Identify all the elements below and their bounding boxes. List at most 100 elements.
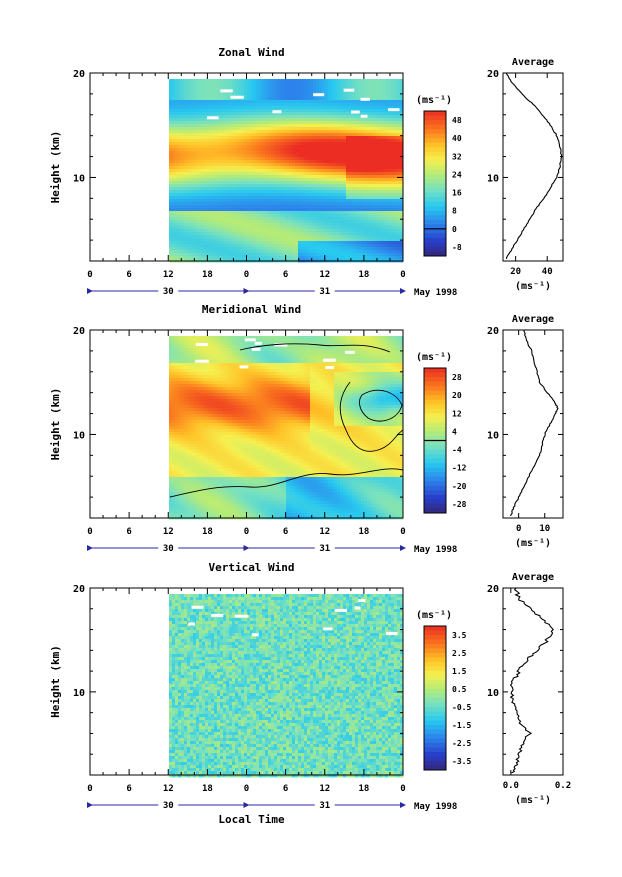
heatmap-cell: [394, 133, 397, 136]
heatmap-cell: [391, 97, 394, 100]
heatmap-cell: [202, 202, 205, 205]
heatmap-cell: [268, 172, 271, 175]
heatmap-cell: [223, 109, 226, 112]
heatmap-cell: [208, 232, 211, 235]
heatmap-cell: [331, 220, 334, 223]
heatmap-cell: [241, 145, 244, 148]
heatmap-cell: [199, 160, 202, 163]
heatmap-cell: [343, 208, 346, 211]
heatmap-cell: [298, 196, 301, 199]
heatmap-cell: [280, 181, 283, 184]
heatmap-cell: [259, 151, 262, 154]
heatmap-cell: [334, 199, 337, 202]
heatmap-cell: [277, 253, 280, 256]
heatmap-cell: [265, 94, 268, 97]
heatmap-cell: [238, 217, 241, 220]
heatmap-cell: [283, 217, 286, 220]
heatmap-cell: [268, 193, 271, 196]
heatmap-cell: [217, 241, 220, 244]
heatmap-cell: [181, 205, 184, 208]
heatmap-cell: [340, 124, 343, 127]
heatmap-cell: [376, 166, 379, 169]
heatmap-cell: [265, 103, 268, 106]
heatmap-cell: [217, 133, 220, 136]
heatmap-cell: [319, 190, 322, 193]
heatmap-cell: [175, 241, 178, 244]
heatmap-cell: [232, 226, 235, 229]
heatmap-cell: [286, 253, 289, 256]
heatmap-cell: [391, 145, 394, 148]
heatmap-cell: [379, 166, 382, 169]
heatmap-cell: [229, 208, 232, 211]
heatmap-cell: [178, 184, 181, 187]
heatmap-cell: [235, 163, 238, 166]
heatmap-cell: [367, 127, 370, 130]
heatmap-cell: [220, 148, 223, 151]
heatmap-cell: [376, 79, 379, 82]
heatmap-cell: [265, 112, 268, 115]
heatmap-cell: [175, 91, 178, 94]
heatmap-cell: [262, 160, 265, 163]
heatmap-cell: [250, 139, 253, 142]
heatmap-cell: [313, 184, 316, 187]
heatmap-cell: [310, 208, 313, 211]
heatmap-cell: [376, 163, 379, 166]
heatmap-cell: [208, 133, 211, 136]
heatmap-cell: [310, 223, 313, 226]
heatmap-cell: [328, 121, 331, 124]
heatmap-cell: [295, 130, 298, 133]
heatmap-cell: [238, 199, 241, 202]
heatmap-cell: [346, 130, 349, 133]
colorbar-step: [424, 193, 446, 198]
heatmap-cell: [301, 97, 304, 100]
heatmap-cell: [352, 217, 355, 220]
heatmap-cell: [178, 217, 181, 220]
heatmap-cell: [265, 160, 268, 163]
heatmap-cell: [382, 193, 385, 196]
heatmap-cell: [373, 241, 376, 244]
heatmap-cell: [361, 109, 364, 112]
heatmap-cell: [355, 91, 358, 94]
heatmap-cell: [334, 241, 337, 244]
heatmap-cell: [352, 97, 355, 100]
heatmap-cell: [277, 163, 280, 166]
heatmap-cell: [304, 136, 307, 139]
heatmap-cell: [271, 181, 274, 184]
heatmap-cell: [340, 169, 343, 172]
heatmap-cell: [316, 106, 319, 109]
heatmap-cell: [322, 238, 325, 241]
heatmap-cell: [256, 118, 259, 121]
heatmap-cell: [274, 208, 277, 211]
heatmap-cell: [298, 250, 301, 253]
heatmap-cell: [223, 103, 226, 106]
heatmap-cell: [358, 187, 361, 190]
heatmap-cell: [256, 79, 259, 82]
heatmap-cell: [337, 142, 340, 145]
heatmap-cell: [301, 238, 304, 241]
heatmap-cell: [391, 130, 394, 133]
heatmap-cell: [226, 94, 229, 97]
heatmap-cell: [352, 157, 355, 160]
heatmap-cell: [340, 118, 343, 121]
heatmap-cell: [313, 256, 316, 259]
heatmap-cell: [262, 238, 265, 241]
heatmap-cell: [322, 202, 325, 205]
heatmap-cell: [193, 85, 196, 88]
heatmap-cell: [343, 127, 346, 130]
heatmap-cell: [382, 250, 385, 253]
heatmap-cell: [319, 217, 322, 220]
x-tick-label: 6: [283, 270, 288, 280]
heatmap-cell: [388, 229, 391, 232]
heatmap-cell: [325, 85, 328, 88]
heatmap-cell: [370, 100, 373, 103]
heatmap-cell: [238, 247, 241, 250]
heatmap-cell: [298, 139, 301, 142]
heatmap-cell: [364, 118, 367, 121]
heatmap-cell: [208, 136, 211, 139]
heatmap-cell: [232, 169, 235, 172]
heatmap-cell: [352, 250, 355, 253]
heatmap-cell: [292, 184, 295, 187]
heatmap-cell: [382, 205, 385, 208]
heatmap-cell: [313, 253, 316, 256]
heatmap-cell: [388, 199, 391, 202]
